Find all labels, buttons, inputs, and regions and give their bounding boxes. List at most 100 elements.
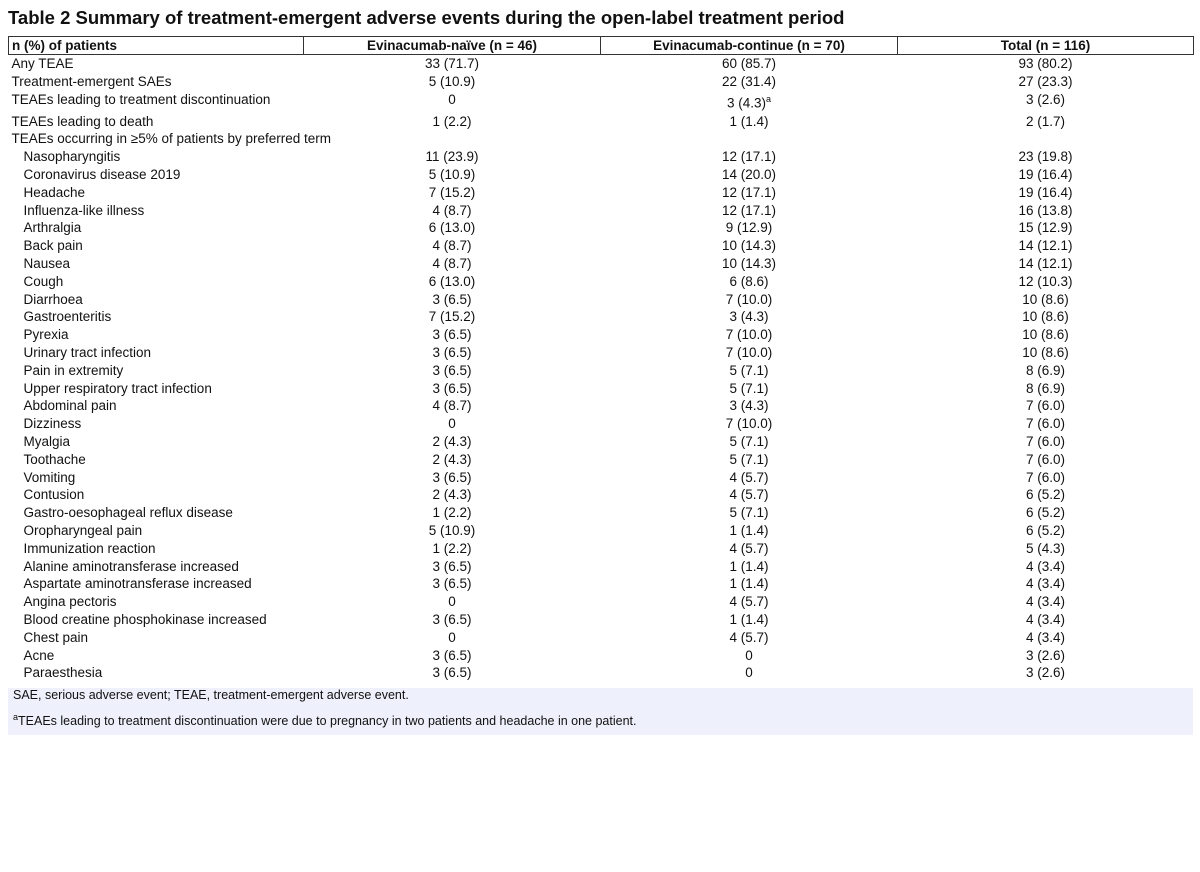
cell: TEAEs leading to treatment discontinuati… xyxy=(11,91,271,107)
table-row: Diarrhoea 3 (6.5) 7 (10.0) 10 (8.6) xyxy=(9,291,1194,309)
cell: 14 (12.1) xyxy=(1018,255,1073,271)
cell: Urinary tract infection xyxy=(23,344,152,360)
cell: Vomiting xyxy=(23,469,76,485)
column-header: n (%) of patients xyxy=(8,36,304,55)
cell: 0 xyxy=(448,629,456,645)
cell: 7 (6.0) xyxy=(1025,469,1066,485)
cell: 7 (10.0) xyxy=(725,416,773,432)
cell: Pain in extremity xyxy=(23,362,124,378)
cell: 4 (8.7) xyxy=(432,202,472,218)
cell: 1 (1.4) xyxy=(729,576,769,592)
table-title: Table 2 Summary of treatment-emergent ad… xyxy=(8,7,845,28)
cell: 5 (10.9) xyxy=(428,73,476,89)
cell: Toothache xyxy=(23,451,86,467)
cell: 7 (6.0) xyxy=(1025,416,1066,432)
cell: Gastro-oesophageal reflux disease xyxy=(23,505,233,521)
table-row: Myalgia 2 (4.3) 5 (7.1) 7 (6.0) xyxy=(9,433,1194,451)
cell: 12 (10.3) xyxy=(1018,273,1073,289)
cell: Abdominal pain xyxy=(23,398,117,414)
cell: 1 (1.4) xyxy=(729,522,769,538)
cell: 4 (8.7) xyxy=(432,398,472,414)
cell: 1 (2.2) xyxy=(432,113,472,129)
cell: 10 (8.6) xyxy=(1022,291,1069,307)
cell: 10 (14.3) xyxy=(721,255,777,271)
table-row: Alanine aminotransferase increased 3 (6.5… xyxy=(9,558,1194,576)
cell: 7 (6.0) xyxy=(1025,398,1066,414)
cell: 0 xyxy=(448,416,456,432)
cell: 0 xyxy=(745,647,753,663)
cell: 5 (7.1) xyxy=(729,380,769,396)
table-row: TEAEs leading to death 1 (2.2) 1 (1.4) 2 (1… xyxy=(9,113,1194,131)
cell: 6 (13.0) xyxy=(428,273,476,289)
cell: Diarrhoea xyxy=(23,291,83,307)
cell: 4 (3.4) xyxy=(1025,611,1066,627)
cell: Dizziness xyxy=(23,416,82,432)
cell: 3 (6.5) xyxy=(432,665,472,681)
table-row: Cough 6 (13.0) 6 (8.6) 12 (10.3) xyxy=(9,273,1194,291)
section-row: TEAEs occurring in ≥5% of patients by pr… xyxy=(9,130,1194,148)
footnote: aTEAEs leading to treatment discontinuat… xyxy=(13,712,636,728)
table-row: Gastro-oesophageal reflux disease 1 (2.2)… xyxy=(9,504,1194,522)
cell: 1 (1.4) xyxy=(729,558,769,574)
table-row: Dizziness 0 7 (10.0) 7 (6.0) xyxy=(9,415,1194,433)
cell: 10 (8.6) xyxy=(1022,344,1069,360)
cell: 5 (10.9) xyxy=(428,166,476,182)
cell: 3 (6.5) xyxy=(432,576,472,592)
table-row: Paraesthesia 3 (6.5) 0 3 (2.6) xyxy=(9,664,1194,682)
cell: 7 (15.2) xyxy=(428,184,476,200)
cell: 4 (5.7) xyxy=(729,629,769,645)
cell: 4 (3.4) xyxy=(1025,594,1066,610)
cell: 93 (80.2) xyxy=(1018,56,1073,71)
table-row: Upper respiratory tract infection 3 (6.5)… xyxy=(9,380,1194,398)
ae-table: n (%) of patients Evinacumab-naïve (n = 4… xyxy=(8,36,1194,682)
cell: 15 (12.9) xyxy=(1018,220,1073,236)
cell: 1 (2.2) xyxy=(432,505,472,521)
cell: 6 (5.2) xyxy=(1025,505,1066,521)
cell: 19 (16.4) xyxy=(1018,166,1073,182)
table-row: Oropharyngeal pain 5 (10.9) 1 (1.4) 6 (5.2) xyxy=(9,522,1194,540)
table-row: Acne 3 (6.5) 0 3 (2.6) xyxy=(9,647,1194,665)
cell: Angina pectoris xyxy=(23,594,117,610)
cell: 4 (3.4) xyxy=(1025,558,1066,574)
cell: 3 (2.6) xyxy=(1025,91,1066,107)
column-header: Evinacumab-continue (n = 70) xyxy=(600,36,898,55)
footnote-text: TEAEs leading to treatment discontinuati… xyxy=(18,714,637,729)
cell: 3 (6.5) xyxy=(432,469,472,485)
cell: 3 (4.3) xyxy=(729,309,769,325)
cell: 19 (16.4) xyxy=(1018,184,1073,200)
cell: 3 (4.3) xyxy=(729,398,769,414)
cell: Treatment-emergent SAEs xyxy=(11,73,172,89)
table-row: Nasopharyngitis 11 (23.9) 12 (17.1) 23 (19.… xyxy=(9,148,1194,166)
cell: 22 (31.4) xyxy=(721,73,777,89)
table-row: Urinary tract infection 3 (6.5) 7 (10.0) 10… xyxy=(9,344,1194,362)
cell: 4 (8.7) xyxy=(432,238,472,254)
cell: 4 (5.7) xyxy=(729,594,769,610)
cell: 6 (8.6) xyxy=(729,273,769,289)
footnote-marker: a xyxy=(766,94,772,105)
cell: 3 (6.5) xyxy=(432,380,472,396)
cell: 3 (2.6) xyxy=(1025,647,1066,663)
cell: 5 (7.1) xyxy=(729,362,769,378)
cell: 12 (17.1) xyxy=(721,202,777,218)
cell: 12 (17.1) xyxy=(721,184,777,200)
table-row: Influenza-like illness 4 (8.7) 12 (17.1) 16… xyxy=(9,202,1194,220)
cell: 7 (10.0) xyxy=(725,291,773,307)
cell: 8 (6.9) xyxy=(1025,380,1066,396)
table-row: Arthralgia 6 (13.0) 9 (12.9) 15 (12.9) xyxy=(9,219,1194,237)
cell: 23 (19.8) xyxy=(1018,149,1073,165)
cell: 5 (7.1) xyxy=(729,433,769,449)
cell: Pyrexia xyxy=(23,327,69,343)
column-header: Evinacumab-naïve (n = 46) xyxy=(303,36,601,55)
cell: 3 (6.5) xyxy=(432,327,472,343)
cell: 3 (4.3)a xyxy=(601,91,898,113)
cell: 3 (6.5) xyxy=(432,362,472,378)
cell: Nasopharyngitis xyxy=(23,149,121,165)
cell: 14 (12.1) xyxy=(1018,238,1073,254)
cell: Cough xyxy=(23,273,64,289)
cell: 5 (10.9) xyxy=(428,522,476,538)
cell: Arthralgia xyxy=(23,220,82,236)
footnote: SAE, serious adverse event; TEAE, treatm… xyxy=(13,688,409,702)
cell: 6 (13.0) xyxy=(428,220,476,236)
table-row: Back pain 4 (8.7) 10 (14.3) 14 (12.1) xyxy=(9,237,1194,255)
cell: 6 (5.2) xyxy=(1025,487,1066,503)
